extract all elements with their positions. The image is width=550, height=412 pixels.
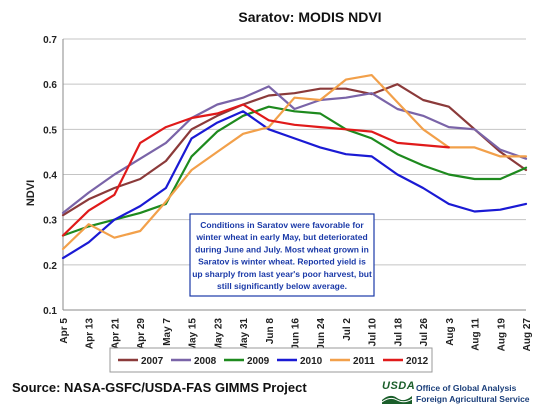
legend-frame — [109, 347, 433, 373]
y-axis-label: NDVI — [25, 180, 37, 206]
x-tick-label: Jul 2 — [342, 318, 353, 341]
x-tick-label: May 7 — [162, 318, 173, 346]
series-line-2010 — [61, 110, 528, 260]
x-tick-label: Jun 24 — [316, 318, 327, 350]
usda-logo-wordmark: USDA — [382, 380, 416, 392]
legend: 2007 2008 2009 2010 2011 2012 — [109, 347, 433, 373]
series-line-2008 — [61, 85, 528, 214]
x-tick-label: Jun 16 — [291, 318, 302, 350]
usda-logo-mark-icon — [382, 395, 412, 404]
x-tick-label: Jun 8 — [265, 318, 276, 345]
ndvi-chart: Saratov: MODIS NDVI NDVI 0.1 0.2 0.3 0.4 0.5… — [25, 9, 533, 373]
annotation-line: still significantly below average. — [217, 281, 347, 291]
x-tick-label: Apr 13 — [85, 318, 96, 350]
annotation-box-frame — [189, 213, 375, 297]
series-line-2012 — [61, 103, 450, 237]
legend-label-2011: 2011 — [353, 356, 375, 367]
x-tick-label: Jul 18 — [393, 318, 404, 347]
series-line-2007 — [61, 83, 528, 217]
legend-label-2007: 2007 — [141, 356, 164, 367]
legend-label-2010: 2010 — [300, 356, 323, 367]
x-tick-label: Jul 10 — [368, 318, 379, 347]
y-tick-label: 0.3 — [43, 216, 57, 227]
series-line-2009 — [61, 105, 528, 237]
annotation-line: during June and July. Most wheat grown i… — [195, 244, 369, 254]
x-tick-label: Aug 19 — [496, 318, 507, 352]
series-lines — [61, 73, 528, 260]
annotation-line: up sharply from last year's poor harvest… — [192, 269, 372, 279]
y-tick-label: 0.6 — [43, 80, 57, 91]
y-tick-labels: 0.1 0.2 0.3 0.4 0.5 0.6 0.7 — [43, 35, 57, 317]
x-tick-label: Apr 29 — [136, 318, 147, 350]
logo-office-line: Office of Global Analysis — [416, 383, 517, 393]
x-tick-label: Aug 27 — [522, 318, 533, 352]
x-tick-label: May 23 — [213, 318, 224, 352]
annotation-line: Saratov is winter wheat. Reported yield … — [198, 257, 366, 267]
x-tick-label: May 15 — [188, 318, 199, 352]
x-tick-label: Aug 3 — [445, 318, 456, 346]
y-tick-label: 0.5 — [43, 125, 57, 136]
annotation-box: Conditions in Saratov were favorable for… — [189, 213, 375, 297]
x-tick-label: Apr 21 — [110, 318, 121, 350]
x-tick-label: May 31 — [239, 318, 250, 352]
y-tick-label: 0.7 — [43, 35, 57, 46]
y-tick-label: 0.4 — [43, 171, 57, 182]
legend-label-2009: 2009 — [247, 356, 270, 367]
x-tick-label: Aug 11 — [471, 318, 482, 351]
logo-agency-line: Foreign Agricultural Service — [416, 394, 530, 404]
x-tick-label: Apr 5 — [59, 318, 70, 344]
x-tick-label: Jul 26 — [419, 318, 430, 347]
annotation-line: Conditions in Saratov were favorable for — [200, 220, 364, 230]
chart-title: Saratov: MODIS NDVI — [238, 9, 381, 25]
x-tick-labels: Apr 5 Apr 13 Apr 21 Apr 29 May 7 May 15 May 23… — [59, 318, 533, 352]
legend-label-2012: 2012 — [406, 356, 429, 367]
legend-label-2008: 2008 — [194, 356, 217, 367]
annotation-line: winter wheat in early May, but deteriora… — [195, 232, 367, 242]
usda-logo: USDA Office of Global Analysis Foreign A… — [382, 380, 542, 407]
source-text: Source: NASA-GSFC/USDA-FAS GIMMS Project — [12, 380, 307, 395]
y-tick-label: 0.2 — [43, 261, 57, 272]
y-tick-label: 0.1 — [43, 306, 57, 317]
